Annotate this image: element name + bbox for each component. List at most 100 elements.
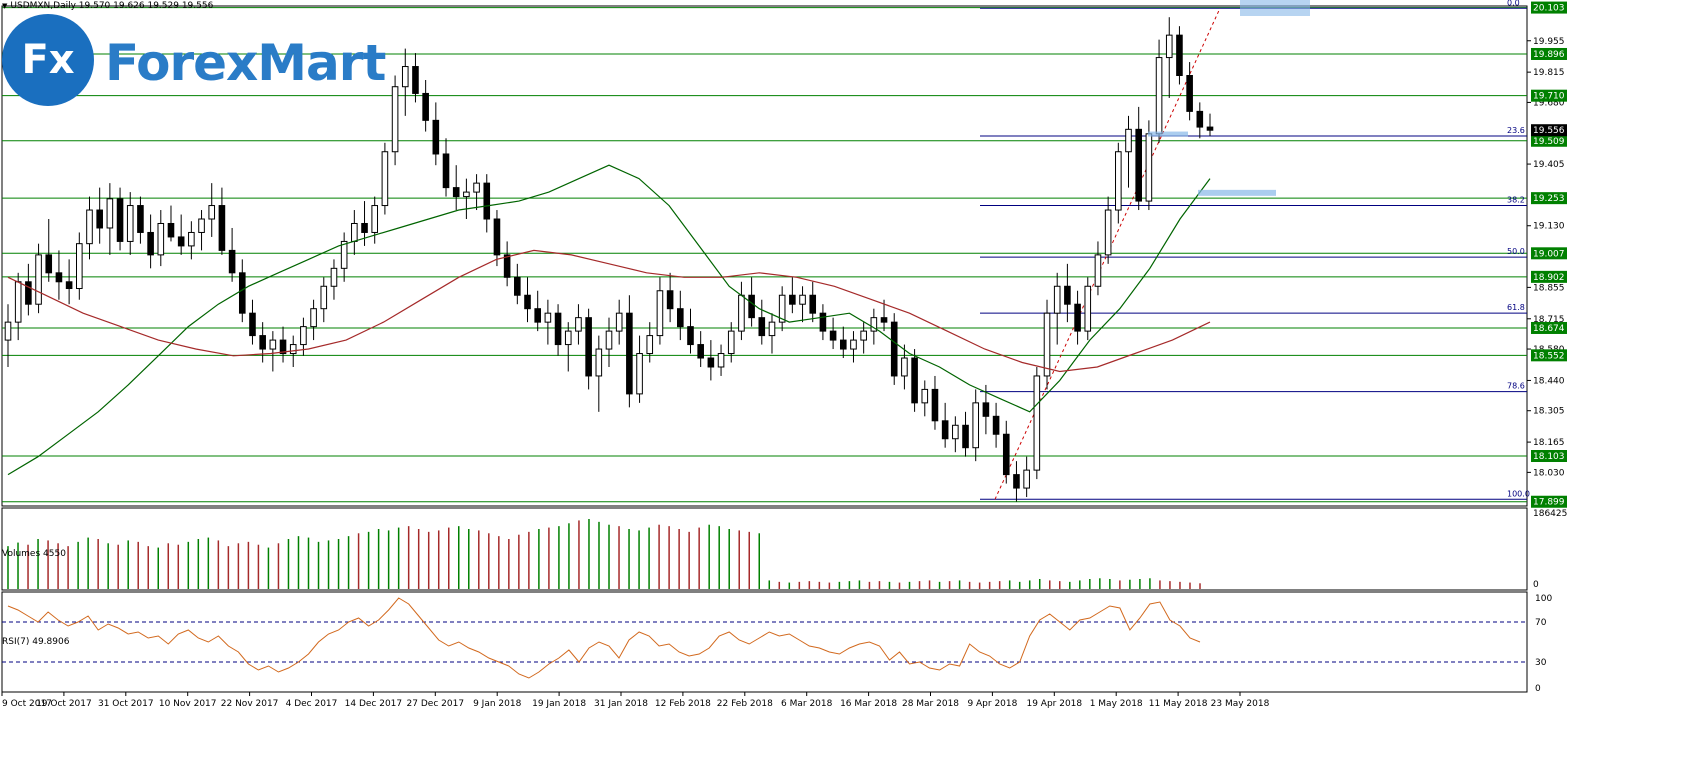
x-tick-label: 19 Oct 2017 <box>36 699 92 709</box>
x-tick-label: 19 Apr 2018 <box>1026 699 1082 709</box>
candle-body <box>1002 433 1010 476</box>
candle-body <box>605 330 613 350</box>
candle-body <box>758 317 766 337</box>
x-tick-label: 10 Nov 2017 <box>159 699 217 709</box>
candle-body <box>381 151 389 207</box>
x-tick-label: 27 Dec 2017 <box>407 699 465 709</box>
candle-body <box>1145 133 1153 202</box>
candle-body <box>137 205 144 233</box>
y-tick-label: 18.165 <box>1533 438 1565 448</box>
candle-body <box>238 272 246 314</box>
candle-body <box>972 402 980 449</box>
candle-body <box>1094 254 1102 287</box>
candle-body <box>452 187 460 198</box>
candle-body <box>697 344 704 359</box>
candle-body <box>167 222 175 238</box>
candle-body <box>748 294 755 319</box>
rsi-y-tick-label: 0 <box>1535 684 1541 694</box>
fibonacci-level-label: 78.6 <box>1507 382 1525 391</box>
x-tick-label: 12 Feb 2018 <box>655 699 711 709</box>
candle-body <box>615 312 623 332</box>
forexmart-logo: Fx ForexMart <box>2 14 386 110</box>
rsi-y-tick-label: 100 <box>1535 594 1552 604</box>
x-tick-label: 19 Jan 2018 <box>532 699 586 709</box>
price-tag-label: 17.899 <box>1533 498 1565 508</box>
logo-brand-text: ForexMart <box>105 34 386 92</box>
price-tag-bg <box>1531 321 1567 334</box>
rsi-pane-label: RSI(7) 49.8906 <box>2 637 70 647</box>
candle-body <box>269 339 277 350</box>
price-tag-label: 18.674 <box>1533 324 1565 334</box>
candle-body <box>208 205 216 220</box>
y-tick-label: 19.955 <box>1533 37 1565 47</box>
candle-body <box>401 66 409 88</box>
candle-body <box>1165 34 1173 59</box>
candle-body <box>1135 128 1142 202</box>
candle-body <box>422 92 429 121</box>
price-tag-label: 19.509 <box>1533 137 1565 147</box>
price-tag-bg <box>1531 349 1567 362</box>
volume-y-tick-label: 0 <box>1533 580 1539 590</box>
candle-body <box>55 272 63 283</box>
x-tick-label: 23 May 2018 <box>1211 699 1270 709</box>
candle-body <box>157 222 165 256</box>
dropdown-triangle-icon[interactable]: ▼ <box>2 2 8 10</box>
candle-body <box>391 86 399 153</box>
price-tag-bg <box>1531 192 1567 205</box>
candle-body <box>259 335 266 350</box>
price-tag-label: 18.552 <box>1533 351 1565 361</box>
logo-badge-icon: Fx <box>2 14 94 106</box>
candle-body <box>300 326 307 346</box>
candle-body <box>340 240 348 269</box>
candle-body <box>35 254 42 305</box>
y-tick-label: 18.305 <box>1533 407 1565 417</box>
x-tick-label: 28 Mar 2018 <box>902 699 959 709</box>
candle-body <box>320 285 328 310</box>
rsi-line <box>7 597 1201 679</box>
candle-body <box>901 357 908 377</box>
candle-body <box>534 308 541 323</box>
candle-body <box>789 294 796 305</box>
candle-body <box>4 321 12 341</box>
candle-body <box>1074 303 1081 332</box>
x-tick-label: 31 Oct 2017 <box>98 699 154 709</box>
candle-body <box>493 218 501 256</box>
x-tick-label: 14 Dec 2017 <box>345 699 403 709</box>
candle-body <box>554 312 562 346</box>
zone-marker <box>1198 189 1276 196</box>
candle-body <box>850 339 857 350</box>
symbol-line: USDMXN,Daily 19.570 19.626 19.529 19.556 <box>10 1 214 11</box>
price-tag-bg <box>1531 270 1567 283</box>
y-tick-label: 18.440 <box>1533 376 1565 386</box>
fibonacci-level-label: 100.0 <box>1507 489 1530 498</box>
candle-body <box>351 222 358 242</box>
y-tick-label: 19.405 <box>1533 160 1565 170</box>
volume-pane-frame <box>1 507 1528 591</box>
candle-body <box>228 249 236 274</box>
price-tag-label: 20.103 <box>1533 4 1565 14</box>
moving-average-line <box>7 249 1211 373</box>
candle-body <box>636 353 643 395</box>
candle-body <box>1115 151 1122 211</box>
candle-body <box>1023 469 1030 489</box>
candle-body <box>45 254 53 274</box>
moving-average-line <box>7 164 1211 476</box>
candle-body <box>330 267 338 287</box>
candle-body <box>1176 34 1183 77</box>
candle-body <box>860 330 867 341</box>
x-tick-label: 22 Nov 2017 <box>221 699 279 709</box>
candle-body <box>442 153 450 189</box>
candle-body <box>1053 285 1061 314</box>
candle-body <box>218 205 226 251</box>
price-tag-bg <box>1531 495 1567 508</box>
volume-pane-label: Volumes 4550 <box>2 549 66 559</box>
candle-body <box>524 294 531 310</box>
fibonacci-level-label: 61.8 <box>1507 303 1525 312</box>
candle-body <box>717 353 725 368</box>
x-tick-label: 22 Feb 2018 <box>717 699 773 709</box>
candle-body <box>361 222 368 233</box>
candle-body <box>839 339 847 350</box>
logo-badge-text: Fx <box>21 37 75 83</box>
